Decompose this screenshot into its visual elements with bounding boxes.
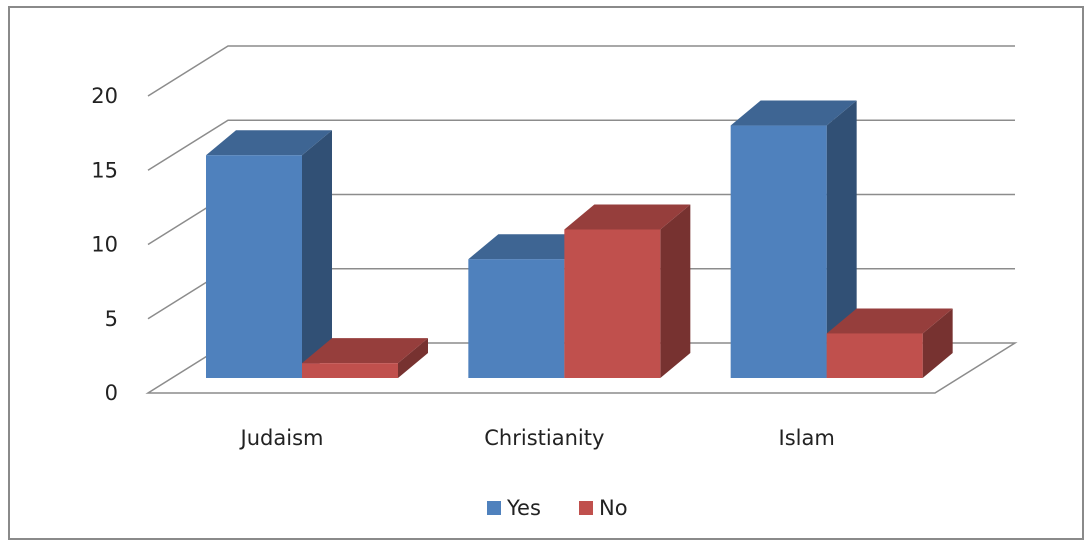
- y-axis-ticks: 0 5 10 15 20: [91, 84, 118, 405]
- y-tick-label: 20: [91, 84, 118, 108]
- bar-front: [826, 333, 923, 378]
- x-axis-categories: Judaism Christianity Islam: [239, 426, 835, 450]
- bars: [206, 100, 953, 379]
- bar-top: [564, 204, 691, 230]
- legend-swatch: [579, 501, 593, 515]
- bar-side: [922, 308, 953, 378]
- y-tick-label: 15: [91, 158, 118, 182]
- legend-label: No: [599, 496, 628, 520]
- x-category-label: Islam: [779, 426, 835, 450]
- bar-front: [468, 259, 565, 378]
- bar-top: [206, 130, 332, 156]
- gridline: [147, 45, 1015, 97]
- bar-top: [730, 100, 857, 126]
- legend-item-yes: Yes: [487, 496, 541, 520]
- bar-top: [826, 308, 953, 334]
- legend-swatch: [487, 501, 501, 515]
- legend-label: Yes: [506, 496, 541, 520]
- bar-side: [660, 204, 691, 378]
- bar-front: [302, 363, 398, 378]
- bar-side: [302, 130, 332, 378]
- x-category-label: Christianity: [484, 426, 604, 450]
- legend-item-no: No: [579, 496, 628, 520]
- x-category-label: Judaism: [239, 426, 324, 450]
- bar-no-judaism: [302, 338, 428, 378]
- bar-top: [302, 338, 428, 364]
- bar-yes-judaism: [206, 130, 332, 378]
- y-tick-label: 0: [105, 381, 118, 405]
- bar-no-christianity: [564, 204, 691, 378]
- bar-side: [398, 338, 428, 378]
- legend: Yes No: [487, 496, 628, 520]
- bar-yes-islam: [730, 100, 857, 379]
- bar-no-islam: [826, 308, 953, 378]
- bar-front: [730, 125, 827, 378]
- y-tick-label: 5: [105, 307, 118, 331]
- bar-side: [826, 100, 857, 379]
- bar-front: [206, 155, 302, 378]
- bar-front: [564, 229, 661, 378]
- y-tick-label: 10: [91, 233, 118, 257]
- bar-top: [468, 234, 595, 260]
